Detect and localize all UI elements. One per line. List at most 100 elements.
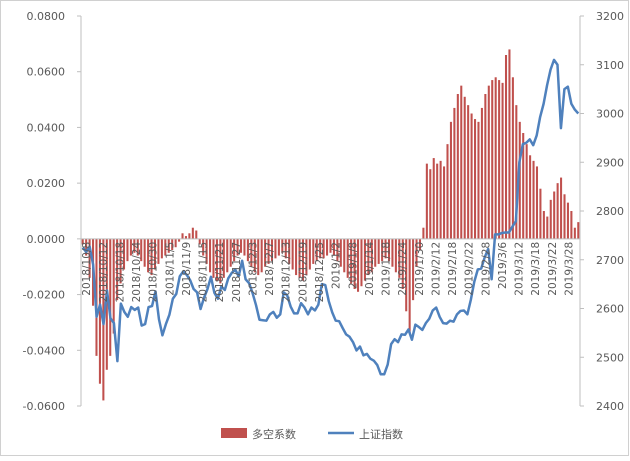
bar (270, 238, 274, 262)
bar (178, 238, 181, 242)
x-tick-label: 2019/2/28 (480, 242, 492, 296)
x-tick-label: 2018/12/13 (281, 242, 293, 303)
bar (284, 238, 287, 259)
x-tick-label: 2018/11/15 (198, 242, 210, 303)
bar (246, 238, 249, 262)
bar (236, 238, 239, 256)
x-tick-label: 2018/12/25 (314, 242, 326, 303)
bar (222, 238, 225, 278)
bar (98, 238, 101, 384)
bar (577, 222, 580, 239)
bar (295, 238, 298, 276)
bar (88, 238, 91, 278)
bar (229, 238, 232, 267)
bar (332, 238, 335, 256)
x-tick-label: 2018/11/27 (231, 242, 243, 303)
bar (298, 238, 301, 278)
bar (312, 238, 315, 264)
bar (408, 238, 411, 334)
bar (357, 238, 360, 292)
legend-label-line: 上证指数 (359, 427, 403, 441)
bar (133, 238, 136, 253)
bar (326, 238, 329, 256)
bar (147, 238, 150, 273)
bar (449, 121, 452, 239)
bar (319, 238, 322, 259)
bar (264, 238, 267, 267)
x-tick-label: 2018/10/30 (148, 242, 160, 303)
bar (573, 227, 576, 239)
bar (484, 94, 487, 239)
bar (539, 188, 542, 239)
bar (184, 236, 187, 239)
bar (153, 238, 157, 270)
bar (398, 238, 401, 278)
x-tick-label: 2018/12/3 (247, 242, 259, 296)
bar (150, 238, 153, 276)
x-tick-label: 2019/1/8 (347, 242, 359, 289)
bar (288, 238, 291, 264)
bar (436, 163, 439, 239)
bar (401, 238, 404, 289)
bar (456, 94, 459, 239)
x-tick-label: 2019/1/24 (397, 242, 409, 296)
bar (253, 238, 256, 273)
bar (363, 238, 366, 281)
x-tick-label: 2019/3/22 (547, 242, 559, 296)
bar (212, 238, 215, 278)
bar (119, 238, 122, 284)
bar (467, 105, 470, 239)
bar (308, 238, 311, 270)
bar (560, 177, 563, 239)
right-tick-label: 2700 (596, 254, 624, 267)
bar (140, 238, 143, 262)
bar (126, 238, 129, 262)
bar (336, 238, 339, 262)
bar (477, 121, 480, 239)
bar (432, 158, 435, 239)
x-tick-label: 2019/3/6 (497, 242, 509, 289)
bar (226, 238, 229, 273)
bar (267, 238, 270, 264)
bar (443, 166, 446, 239)
bar (195, 230, 198, 239)
bar (301, 238, 304, 281)
bar (501, 82, 504, 239)
bar (243, 238, 246, 256)
bar (339, 238, 342, 267)
bar (85, 238, 88, 256)
x-tick-label: 2018/11/9 (181, 242, 193, 296)
left-tick-label: -0.0600 (23, 400, 65, 413)
bar (405, 238, 408, 312)
bar (511, 77, 514, 239)
bar (209, 238, 212, 273)
bar (529, 155, 532, 239)
bar (391, 238, 394, 267)
left-tick-label: 0.0200 (27, 177, 66, 190)
bar (198, 238, 201, 245)
x-tick-label: 2018/11/5 (164, 242, 176, 296)
bar (474, 119, 477, 239)
bar (425, 163, 428, 239)
right-tick-label: 2600 (596, 303, 624, 316)
bar (233, 238, 236, 262)
legend-label-bar: 多空系数 (252, 427, 296, 441)
bar (394, 238, 397, 273)
bar (446, 144, 449, 239)
bar (188, 233, 191, 239)
bar (374, 238, 377, 267)
bar (504, 55, 508, 239)
x-tick-label: 2018/10/8 (81, 242, 93, 296)
left-axis-ticks: -0.0600 -0.0400 -0.0200 0.0000 0.0200 0.0400 0… (23, 10, 81, 413)
bar (191, 227, 194, 239)
x-tick-label: 2019/2/12 (430, 242, 442, 296)
x-tick-label: 2018/10/18 (114, 242, 126, 303)
bar (164, 238, 167, 256)
bar (439, 160, 442, 239)
bar (346, 238, 349, 278)
x-tick-label: 2019/2/18 (447, 242, 459, 296)
legend: 多空系数 上证指数 (221, 427, 403, 441)
bar (508, 49, 511, 239)
bar (157, 238, 160, 264)
